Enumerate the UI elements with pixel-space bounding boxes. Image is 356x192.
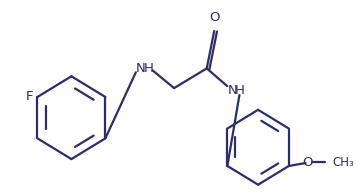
Text: O: O <box>209 11 219 24</box>
Text: N: N <box>136 62 146 75</box>
Text: H: H <box>235 84 245 97</box>
Text: F: F <box>26 90 34 103</box>
Text: N: N <box>227 84 237 97</box>
Text: O: O <box>302 156 313 169</box>
Text: CH₃: CH₃ <box>333 156 355 169</box>
Text: H: H <box>143 62 153 75</box>
